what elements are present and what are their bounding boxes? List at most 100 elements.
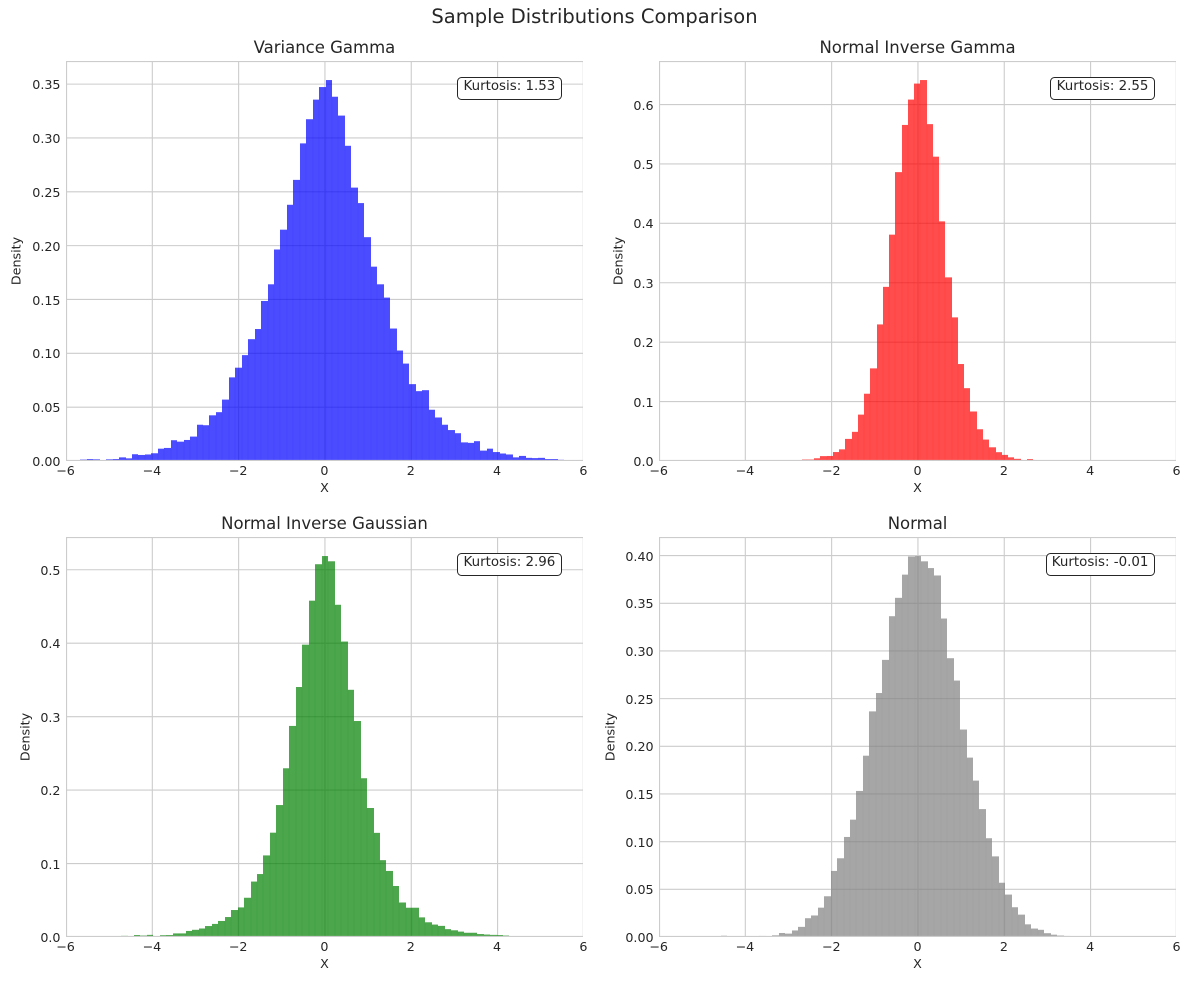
histogram-bar	[286, 204, 293, 462]
histogram-bar	[1017, 914, 1025, 938]
histogram-bar	[405, 907, 412, 938]
histogram-bar	[1030, 928, 1038, 938]
histogram-bar	[998, 882, 1005, 938]
histogram-bar	[933, 575, 941, 938]
histogram-bar	[499, 453, 506, 462]
histogram-bar	[421, 390, 429, 462]
histogram-bar	[228, 377, 235, 462]
y-tick-label: 0.25	[32, 184, 61, 200]
x-tick-label: 0	[320, 938, 329, 954]
histogram-bar	[172, 933, 179, 938]
y-tick-label: 0.20	[32, 238, 61, 254]
axes-border	[658, 537, 1177, 938]
histogram-bar	[457, 931, 464, 938]
subplot-normal: Normal 0.00 0.05 0.10 0.15 0.20 0.25 0.30 0.35 0.…	[602, 514, 1180, 971]
histogram-bar	[282, 768, 289, 938]
histogram-bar	[1050, 934, 1057, 938]
axes-border	[65, 537, 584, 938]
histogram-bar	[118, 457, 126, 462]
histogram-bar	[340, 641, 348, 938]
histogram-bar	[486, 448, 493, 462]
y-tick-label: 0.1	[40, 856, 61, 872]
histogram-bar	[836, 858, 844, 938]
histogram-bar	[894, 172, 902, 462]
histogram-bar	[299, 143, 306, 462]
histogram-bar	[863, 393, 870, 462]
histogram-bar	[817, 907, 824, 938]
histogram-bar	[797, 927, 805, 938]
x-tick-label: 2	[406, 462, 415, 478]
histogram-bar	[125, 458, 132, 462]
histogram-bar	[969, 411, 977, 462]
plot-area-normal-inverse-gamma	[658, 61, 1177, 462]
x-tick-label: −2	[821, 462, 841, 478]
y-tick-label: 0.3	[633, 275, 654, 291]
y-tick-label: 0.3	[40, 709, 61, 725]
x-tick-label: −6	[649, 462, 668, 478]
histogram-bar	[331, 96, 338, 462]
histogram-bar	[431, 924, 438, 938]
histogram-bar	[505, 454, 513, 462]
subplot-variance-gamma: Variance Gamma 0.00 0.05 0.10 0.15 0.20 0.25 0.…	[9, 38, 587, 495]
histogram-bar	[966, 757, 973, 938]
histogram-bar	[819, 456, 827, 462]
histogram-bar	[312, 99, 319, 462]
y-tick-label: 0.15	[32, 292, 61, 308]
histogram-bar	[476, 934, 484, 938]
histogram-bar	[1011, 907, 1018, 938]
histogram-bar	[492, 452, 500, 462]
histogram-bar	[275, 805, 283, 938]
histogram-bars	[720, 556, 1090, 938]
subplot-title-normal-inverse-gamma: Normal Inverse Gamma	[819, 37, 1016, 57]
histogram-bar	[217, 921, 225, 938]
histogram-bar	[157, 448, 164, 462]
histogram-bar	[932, 156, 939, 462]
histogram-bar	[176, 441, 184, 462]
y-tick-label: 0.30	[32, 130, 61, 146]
histogram-bar	[791, 930, 798, 938]
histogram-bar	[972, 780, 979, 938]
histogram-bar	[279, 229, 287, 462]
histogram-bar	[376, 284, 384, 462]
histogram-bar	[875, 693, 882, 938]
histogram-bar	[215, 412, 222, 462]
histogram-bar	[830, 871, 837, 938]
histogram-bar	[325, 80, 332, 462]
x-tick-label: 4	[493, 938, 502, 954]
histogram-bar	[305, 119, 313, 462]
x-tick-label: −6	[56, 938, 75, 954]
histogram-bar	[518, 456, 526, 462]
histogram-bar	[914, 556, 921, 938]
histogram-bar	[288, 726, 296, 938]
y-tick-label: 0.5	[40, 562, 61, 578]
histogram-bar	[843, 837, 850, 938]
histogram-bar	[221, 399, 229, 462]
y-tick-label: 0.30	[625, 643, 654, 659]
histogram-bar	[444, 929, 451, 938]
y-axis-label: Density	[17, 713, 33, 762]
axes-border	[65, 61, 584, 462]
histogram-bar	[991, 856, 999, 938]
kurtosis-annotation: Kurtosis: 2.96	[457, 552, 562, 576]
x-axis-label: X	[320, 480, 329, 496]
histogram-bar	[389, 328, 397, 462]
histogram-bar	[230, 910, 238, 938]
y-tick-label: 0.20	[625, 739, 654, 755]
x-tick-label: 4	[493, 462, 502, 478]
histogram-bar	[920, 561, 928, 938]
histogram-bar	[292, 180, 300, 462]
histogram-bar	[832, 452, 839, 462]
kurtosis-annotation: Kurtosis: -0.01	[1045, 552, 1155, 576]
histogram-bar	[208, 415, 216, 462]
histogram-bar	[778, 933, 785, 938]
y-tick-label: 0.0	[40, 930, 61, 946]
histogram-bar	[857, 414, 864, 462]
y-tick-label: 0.40	[625, 548, 654, 564]
histogram-bar	[844, 439, 852, 462]
histogram-bar	[308, 600, 315, 938]
histogram-bar	[882, 287, 889, 462]
subplot-title-normal: Normal	[887, 513, 948, 533]
histogram-bar	[357, 203, 364, 462]
histogram-bar	[250, 881, 257, 938]
bar-seams	[775, 84, 1059, 462]
